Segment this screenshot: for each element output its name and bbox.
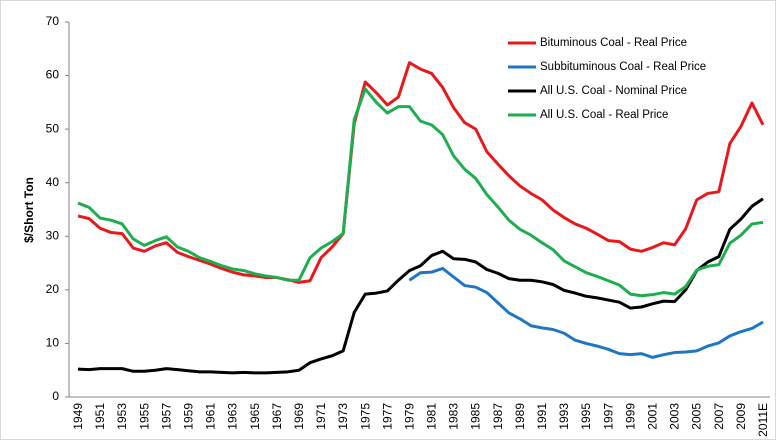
x-tick-label: 1997	[601, 403, 615, 430]
x-tick-label: 1991	[535, 403, 549, 430]
y-tick-label: 40	[46, 175, 60, 189]
legend-label: All U.S. Coal - Nominal Price	[540, 85, 687, 97]
x-tick-label: 1983	[447, 403, 461, 430]
x-tick-label: 2005	[690, 403, 704, 430]
series-line	[77, 87, 764, 298]
y-tick-label: 20	[46, 282, 60, 296]
x-tick-label: 1987	[491, 403, 505, 430]
series-line	[77, 61, 765, 284]
x-tick-label: 1971	[314, 403, 328, 430]
x-tick-label: 1973	[336, 403, 350, 430]
x-tick-label: 1999	[623, 403, 637, 430]
y-axis-title: $/Short Ton	[22, 177, 36, 243]
x-tick-label: 1995	[579, 403, 593, 430]
x-tick-label: 1967	[270, 403, 284, 430]
x-tick-label: 1959	[181, 403, 195, 430]
legend-label: Subbituminous Coal - Real Price	[540, 61, 706, 73]
x-tick-label: 1977	[380, 403, 394, 430]
x-tick-label: 1951	[93, 403, 107, 430]
y-tick-label: 70	[46, 14, 60, 28]
x-tick-label: 1965	[248, 403, 262, 430]
x-tick-label: 2003	[668, 403, 682, 430]
y-tick-label: 50	[46, 121, 60, 135]
x-tick-label: 1985	[469, 403, 483, 430]
y-tick-label: 10	[46, 336, 60, 350]
x-tick-label: 1981	[425, 403, 439, 430]
x-tick-label: 1993	[557, 403, 571, 430]
x-tick-label: 1961	[204, 403, 218, 430]
x-tick-label: 1957	[159, 403, 173, 430]
y-tick-label: 30	[46, 228, 60, 242]
y-tick-label: 60	[46, 68, 60, 82]
series-line	[408, 266, 764, 359]
x-tick-label: 1979	[402, 403, 416, 430]
x-tick-label: 1969	[292, 403, 306, 430]
x-tick-label: 1955	[137, 403, 151, 430]
series-line	[77, 197, 764, 375]
x-tick-label: 2011E	[756, 403, 770, 437]
x-tick-label: 1989	[513, 403, 527, 430]
y-tick-label: 0	[52, 389, 59, 403]
x-tick-label: 1975	[358, 403, 372, 430]
legend-label: Bituminous Coal - Real Price	[540, 37, 687, 49]
legend-label: All U.S. Coal - Real Price	[540, 109, 668, 121]
x-tick-label: 1963	[226, 403, 240, 430]
x-tick-label: 2009	[734, 403, 748, 430]
x-tick-label: 1949	[71, 403, 85, 430]
x-tick-label: 1953	[115, 403, 129, 430]
x-tick-label: 2007	[712, 403, 726, 430]
x-tick-label: 2001	[646, 403, 660, 430]
